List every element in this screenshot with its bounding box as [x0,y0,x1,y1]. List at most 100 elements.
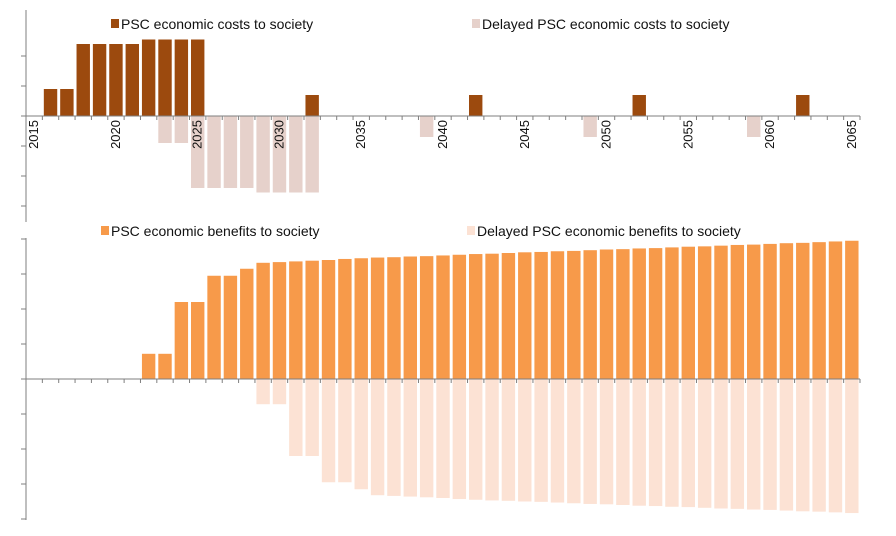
bar-benefits-s0-2035 [354,258,368,379]
bar-benefits-s0-2043 [485,253,499,379]
x-tick-label-2025: 2025 [190,120,205,149]
bar-benefits-s0-2024 [174,302,189,379]
bar-benefits-s1-2048 [567,379,581,504]
bar-benefits-s0-2039 [419,256,434,379]
x-tick-label-2050: 2050 [599,120,614,149]
bar-benefits-s0-2065 [845,240,859,379]
bar-benefits-s0-2042 [469,254,483,379]
bar-benefits-s1-2055 [681,379,695,508]
bar-benefits-s0-2063 [812,242,826,379]
bar-benefits-s1-2046 [534,379,548,502]
bar-benefits-s1-2053 [648,379,663,507]
bar-benefits-s0-2044 [501,253,516,379]
bar-benefits-s0-2026 [207,275,221,379]
bar-benefits-s0-2031 [289,261,303,379]
legend-label-benefits: PSC economic benefits to society [111,223,320,239]
bar-benefits-s1-2034 [338,379,352,483]
bar-benefits-s1-2045 [518,379,532,502]
benefits-legend: PSC economic benefits to society Delayed… [101,223,741,239]
bar-benefits-s1-2044 [501,379,516,501]
bar-benefits-s1-2033 [321,379,336,483]
bar-benefits-s0-2057 [714,245,728,379]
bar-benefits-s1-2038 [403,379,417,497]
bar-benefits-s1-2043 [485,379,499,501]
bar-benefits-s0-2048 [567,250,581,379]
legend-swatch-benefits [101,226,109,235]
bar-benefits-s0-2023 [158,353,172,379]
x-tick-label-2065: 2065 [844,120,859,149]
bar-benefits-s0-2036 [370,257,385,379]
bar-benefits-s0-2054 [665,247,679,379]
bar-costs-s1-2031 [289,116,303,193]
bar-benefits-s0-2034 [338,258,352,379]
bar-costs-s1-2026 [207,116,221,188]
bar-costs-s1-2028 [240,116,254,188]
bar-costs-s1-2039 [419,116,434,137]
bar-benefits-s0-2061 [779,243,794,379]
legend-label-delayed-costs: Delayed PSC economic costs to society [482,16,729,32]
bar-benefits-s0-2033 [321,260,336,379]
bar-costs-s0-2062 [796,95,810,116]
bar-costs-s1-2032 [305,116,319,193]
bar-benefits-s0-2032 [305,260,319,379]
bar-benefits-s0-2064 [828,241,843,379]
bar-benefits-s1-2032 [305,379,319,456]
bar-benefits-s1-2030 [272,379,287,405]
bar-costs-s0-2021 [125,44,139,116]
bar-benefits-s1-2041 [452,379,467,500]
legend-label-costs: PSC economic costs to society [121,16,313,32]
bar-benefits-s1-2035 [354,379,368,490]
bar-costs-s1-2023 [158,116,172,143]
bar-benefits-s1-2063 [812,379,826,512]
bar-costs-s1-2025 [191,116,205,188]
bar-costs-s1-2030 [272,116,287,193]
bar-costs-s0-2019 [92,44,107,116]
x-tick-label-2060: 2060 [762,120,777,149]
bar-benefits-s0-2051 [616,249,630,379]
bar-benefits-s0-2045 [518,252,532,379]
bar-benefits-s0-2030 [272,262,287,379]
bar-benefits-s0-2056 [697,246,712,379]
bar-benefits-s1-2036 [370,379,385,496]
bar-benefits-s1-2031 [289,379,303,456]
bar-benefits-s1-2062 [796,379,810,512]
bar-benefits-s0-2062 [796,242,810,379]
bar-benefits-s0-2022 [141,353,156,379]
legend-swatch-delayed-costs [472,19,480,28]
bar-benefits-s0-2038 [403,256,417,379]
costs-panel: 2015 2020 2025 2030 2035 2040 2045 2050 2055 2060… [21,10,861,222]
bar-costs-s0-2022 [141,39,156,116]
bar-benefits-s1-2057 [714,379,728,509]
bar-costs-s1-2049 [583,116,597,137]
x-tick-label-2020: 2020 [108,120,123,149]
bar-costs-s1-2024 [174,116,189,143]
bar-benefits-s1-2060 [763,379,777,510]
bar-benefits-s1-2061 [779,379,794,511]
bar-costs-s0-2018 [76,44,90,116]
bar-benefits-s0-2058 [730,244,745,379]
bar-benefits-s0-2025 [191,302,205,379]
bar-costs-s0-2032 [305,95,319,116]
legend-swatch-costs [111,19,119,28]
bar-benefits-s1-2037 [387,379,401,496]
bar-benefits-s1-2029 [256,379,270,405]
bar-benefits-s0-2040 [436,255,450,379]
bar-benefits-s0-2055 [681,246,695,379]
bar-benefits-s0-2027 [223,275,238,379]
x-tick-label-2055: 2055 [680,120,695,149]
bar-benefits-s0-2053 [648,248,663,379]
bar-benefits-s0-2046 [534,251,548,379]
bar-benefits-s0-2041 [452,254,467,379]
bar-costs-s1-2059 [747,116,761,137]
bar-benefits-s1-2065 [845,379,859,514]
bar-benefits-s0-2037 [387,257,401,379]
bar-costs-s0-2023 [158,39,172,116]
bar-benefits-s0-2049 [583,250,597,379]
bar-benefits-s1-2040 [436,379,450,498]
bar-costs-s0-2017 [60,89,74,116]
bar-benefits-s1-2052 [632,379,646,506]
bar-benefits-s1-2054 [665,379,679,507]
legend-label-delayed-benefits: Delayed PSC economic benefits to society [477,223,741,239]
x-tick-label-2040: 2040 [435,120,450,149]
